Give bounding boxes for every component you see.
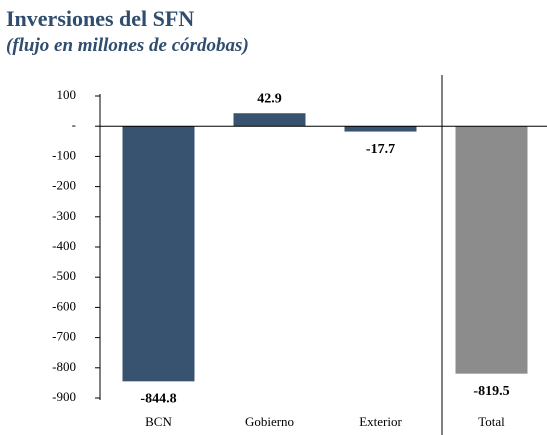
value-label: -819.5 <box>473 384 509 399</box>
chart-title: Inversiones del SFN <box>6 6 194 31</box>
bar <box>233 113 306 127</box>
y-tick-label: -800 <box>52 359 76 374</box>
x-tick-label: Gobierno <box>245 414 294 429</box>
x-tick-label: Total <box>478 414 505 429</box>
chart-subtitle: (flujo en millones de córdobas) <box>6 35 249 56</box>
y-tick-label: -400 <box>52 238 76 253</box>
y-tick-label: - <box>72 117 76 132</box>
x-tick-label: BCN <box>145 414 172 429</box>
bar <box>455 126 528 374</box>
y-tick-label: 100 <box>57 87 77 102</box>
y-tick-label: -100 <box>52 147 76 162</box>
y-tick-label: -900 <box>52 389 76 404</box>
y-tick-label: -200 <box>52 178 76 193</box>
value-label: -844.8 <box>140 392 176 407</box>
value-label: 42.9 <box>257 91 282 106</box>
y-tick-label: -300 <box>52 208 76 223</box>
x-tick-label: Exterior <box>359 414 402 429</box>
y-tick-label: -500 <box>52 268 76 283</box>
bar <box>344 126 417 132</box>
y-tick-label: -700 <box>52 329 76 344</box>
bar <box>122 126 195 382</box>
value-label: -17.7 <box>366 142 395 157</box>
y-tick-label: -600 <box>52 298 76 313</box>
